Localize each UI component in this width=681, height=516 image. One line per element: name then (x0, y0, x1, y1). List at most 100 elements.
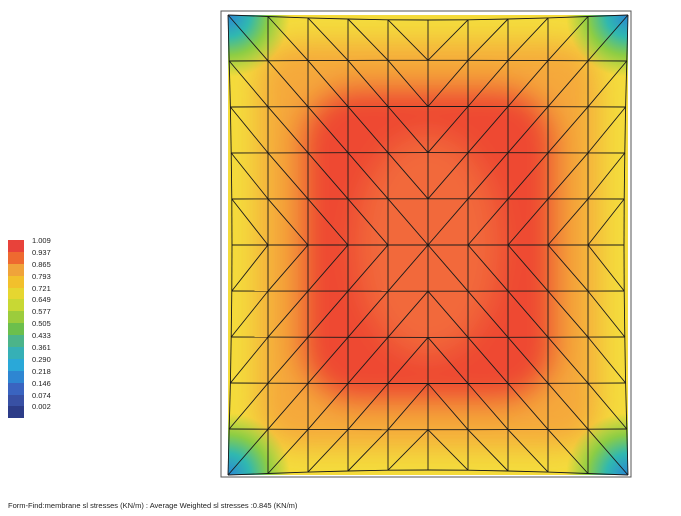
mesh-edge (347, 106, 389, 153)
legend-row: 0.937 (8, 248, 98, 264)
mesh-edge (467, 244, 509, 292)
mesh-edge (507, 244, 549, 292)
mesh-edge (507, 60, 549, 107)
mesh-edge (507, 429, 549, 473)
mesh-edge (587, 290, 626, 338)
legend-row: 0.505 (8, 319, 98, 336)
mesh-edge (507, 17, 549, 20)
membrane-mesh (220, 10, 632, 478)
mesh-edge (228, 382, 269, 430)
corner-spot (228, 413, 290, 475)
mesh-edge (507, 290, 549, 338)
mesh-edge (547, 383, 589, 430)
mesh-edge (307, 17, 349, 20)
legend-row: 0.865 (8, 260, 98, 276)
mesh-edge (307, 152, 349, 200)
mesh-edge (427, 198, 469, 246)
legend-label: 0.002 (32, 402, 51, 412)
legend-label: 0.577 (32, 307, 51, 317)
legend-label: 0.361 (32, 343, 51, 353)
mesh-edge (587, 336, 626, 384)
legend-swatch (8, 347, 24, 359)
mesh-edge (347, 244, 389, 292)
mesh-edge (507, 17, 549, 61)
mesh-edge (427, 106, 469, 153)
mesh-edge (587, 14, 629, 62)
mesh-edge (467, 383, 509, 430)
legend-label: 0.290 (32, 354, 51, 364)
mesh-edge (267, 383, 309, 430)
mesh-edge (547, 16, 589, 19)
mesh-edge (267, 429, 309, 474)
mesh-edge (427, 152, 469, 200)
legend-swatch (8, 370, 24, 383)
mesh-edge (267, 244, 309, 292)
mesh-edge (227, 428, 269, 476)
mesh-edge (229, 336, 232, 384)
legend-row: 0.290 (8, 355, 98, 371)
legend-label: 0.721 (32, 283, 51, 293)
mesh-edge (307, 60, 349, 107)
mesh-edge (427, 290, 469, 338)
plot-caption: Form-Find:membrane sl stresses (KN/m) : … (8, 501, 298, 510)
mesh-edge (230, 106, 269, 154)
legend-swatch (8, 323, 24, 336)
legend-swatch (8, 394, 24, 407)
mesh-edge (227, 428, 230, 476)
mesh-edge (228, 60, 269, 108)
legend-swatch (8, 251, 24, 264)
mesh-edge (587, 382, 628, 430)
mesh-edge (347, 198, 389, 246)
mesh-edge (387, 106, 429, 153)
legend-row: 0.218 (8, 367, 98, 383)
mesh-edge (547, 290, 589, 338)
mesh-edge (427, 383, 469, 430)
mesh-edge (229, 106, 232, 154)
legend-swatch (8, 311, 24, 324)
mesh-edge (507, 337, 549, 384)
mesh-edge (547, 429, 589, 474)
mesh-edge (467, 290, 509, 338)
legend-row: 0.146 (8, 379, 98, 395)
mesh-edge (267, 152, 309, 200)
mesh-edge (387, 383, 429, 430)
mesh-edge (626, 14, 629, 62)
legend-label: 1.009 (32, 236, 51, 245)
mesh-edge (267, 336, 309, 384)
mesh-edge (547, 106, 589, 154)
corner-spot (566, 15, 628, 77)
mesh-edge (427, 19, 469, 61)
corner-spot (228, 15, 290, 77)
legend-label: 0.146 (32, 378, 51, 388)
mesh-edge (227, 14, 230, 62)
mesh-edge (307, 383, 349, 430)
mesh-edge (427, 244, 469, 292)
legend-label: 0.074 (32, 390, 51, 400)
mesh-edge (387, 244, 429, 292)
mesh-edge (427, 60, 469, 107)
legend-swatch (8, 382, 24, 395)
mesh-edge (507, 383, 549, 430)
mesh-edge (547, 244, 589, 292)
mesh-edge (307, 290, 349, 338)
mesh-edge (267, 290, 309, 338)
mesh-edge (230, 290, 269, 338)
legend-label: 0.433 (32, 331, 51, 341)
mesh-edge (347, 469, 389, 472)
mesh-edge (587, 244, 625, 292)
legend-swatch (8, 335, 24, 348)
legend-row: 0.577 (8, 307, 98, 324)
legend-row: 0.002 (8, 402, 98, 419)
mesh-edge (267, 16, 309, 61)
mesh-edge (267, 198, 309, 246)
mesh-edge (587, 198, 625, 246)
legend-label: 0.649 (32, 295, 51, 305)
mesh-edge (547, 336, 589, 384)
mesh-edge (307, 470, 349, 473)
mesh-edge (624, 336, 627, 384)
mesh-edge (307, 429, 349, 473)
mesh-edge (307, 106, 349, 153)
mesh-edge (507, 152, 549, 200)
mesh-edge (623, 152, 626, 200)
mesh-edge (467, 198, 509, 246)
